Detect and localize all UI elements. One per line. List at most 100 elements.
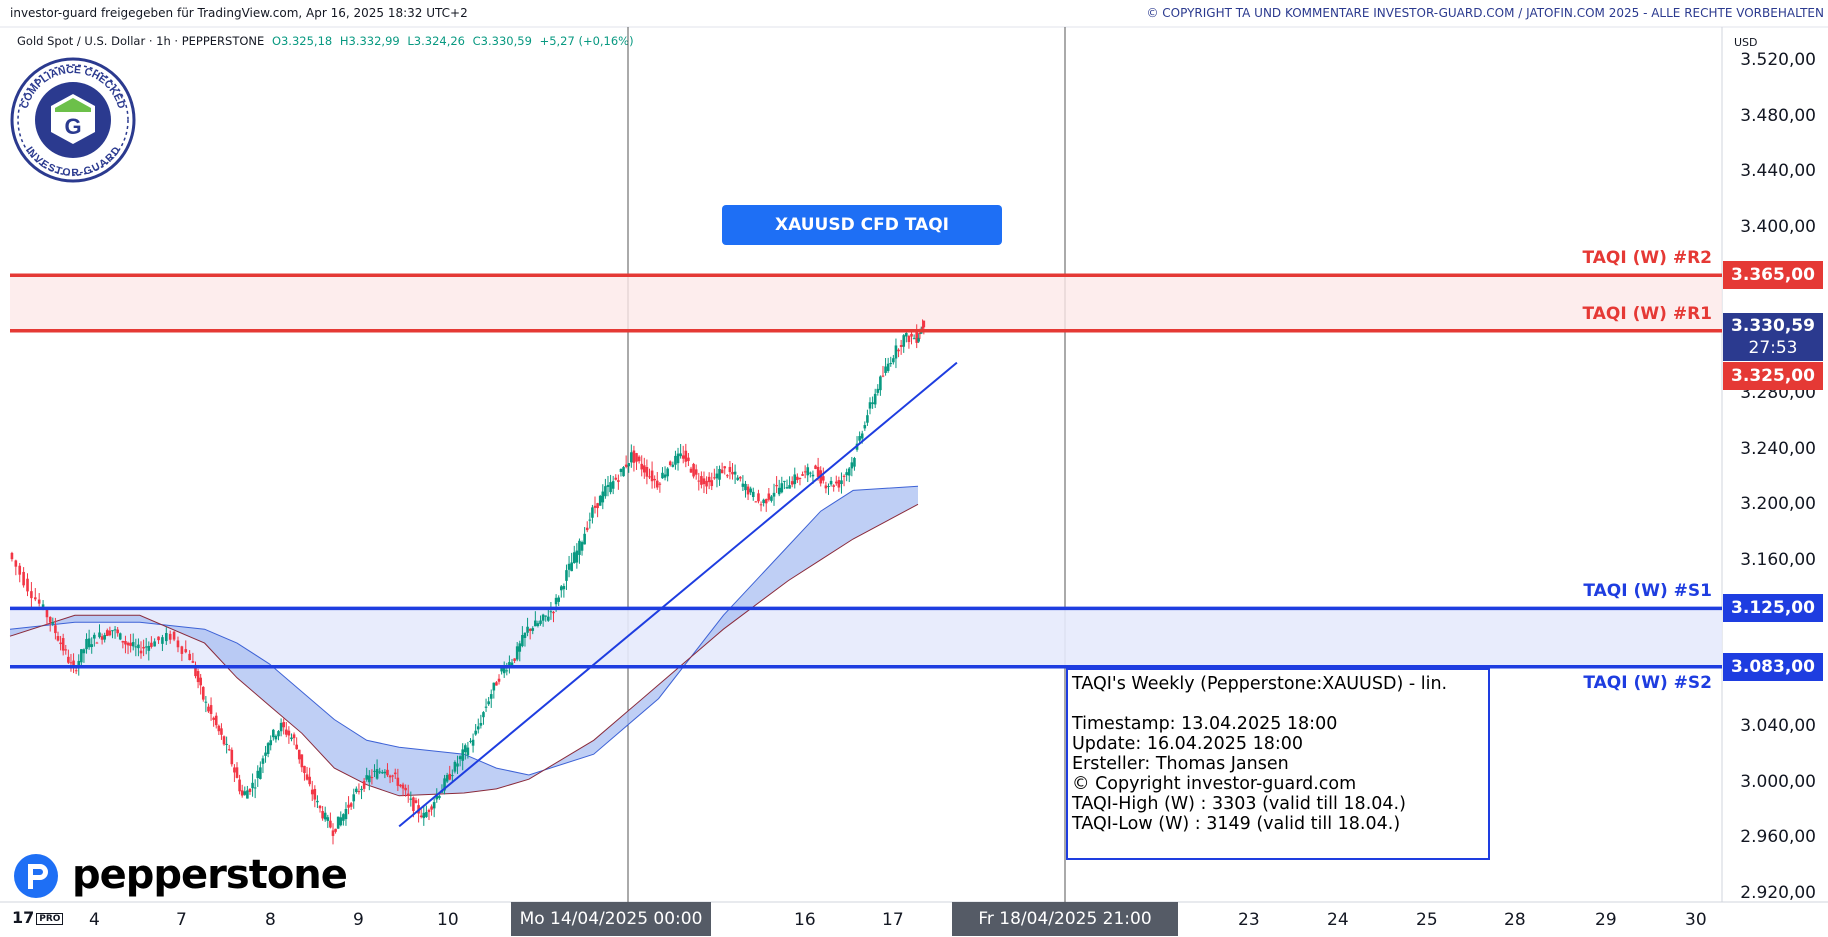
candle-body	[393, 772, 397, 775]
symbol-name: Gold Spot / U.S. Dollar · 1h · PEPPERSTO…	[17, 34, 265, 48]
candle-body	[220, 728, 223, 735]
level-label-s1: TAQI (W) #S1	[1583, 581, 1712, 602]
candle-body	[578, 540, 581, 555]
candle-body	[336, 816, 340, 829]
candle-body	[513, 658, 516, 661]
candle-body	[443, 778, 446, 791]
candle-body	[238, 779, 241, 792]
candle-body	[399, 784, 402, 787]
candle-body	[264, 752, 267, 756]
candle-body	[321, 811, 324, 819]
candle-body	[30, 591, 33, 599]
candle-body	[303, 765, 306, 774]
candle-body	[827, 485, 830, 487]
candle-body	[687, 457, 690, 462]
candle-body	[637, 456, 641, 462]
candle-body	[150, 642, 153, 647]
candle-body	[487, 701, 490, 705]
symbol-line[interactable]: Gold Spot / U.S. Dollar · 1h · PEPPERSTO…	[17, 34, 634, 48]
candle-body	[822, 476, 825, 481]
candle-body	[697, 480, 701, 482]
candle-body	[793, 474, 797, 485]
candle-body	[445, 775, 449, 782]
candle-body	[37, 599, 41, 604]
candle-body	[733, 471, 737, 475]
snapshot-badge: XAUUSD CFD TAQI SNAPSHOT	[722, 205, 1002, 275]
candle-body	[191, 661, 195, 663]
candle-body	[547, 616, 550, 621]
ohlc-close: C3.330,59	[472, 34, 532, 48]
tradingview-logo[interactable]: 17 PRO	[12, 908, 64, 927]
info-copyright: © Copyright investor-guard.com	[1072, 774, 1357, 794]
candle-body	[370, 777, 374, 779]
candle-body	[783, 480, 786, 482]
candle-body	[469, 740, 472, 742]
candle-body	[544, 615, 548, 617]
candle-body	[396, 777, 400, 786]
candle-body	[126, 642, 130, 646]
candle-body	[172, 631, 176, 640]
candle-body	[585, 527, 589, 531]
y-tick-label: 3.440,00	[1740, 161, 1816, 182]
candle-body	[661, 472, 664, 479]
candle-body	[921, 327, 924, 329]
candle-body	[261, 758, 265, 764]
level-label-s2: TAQI (W) #S2	[1583, 672, 1712, 693]
candle-body	[764, 499, 768, 504]
candle-body	[87, 638, 91, 648]
candle-body	[305, 774, 309, 780]
ohlc-open: O3.325,18	[271, 34, 333, 48]
candle-body	[759, 504, 763, 506]
candle-body	[412, 797, 415, 812]
candle-body	[700, 476, 703, 485]
candle-body	[432, 802, 436, 809]
candle-body	[373, 770, 376, 772]
candle-body	[847, 468, 851, 476]
candle-body	[188, 653, 191, 661]
candle-body	[889, 363, 893, 365]
publish-info: investor-guard freigegeben für TradingVi…	[10, 6, 468, 20]
candle-body	[401, 784, 405, 789]
candle-body	[684, 450, 688, 462]
candle-body	[884, 366, 887, 373]
price-box-r2: 3.365,00	[1723, 261, 1823, 290]
price-box-s1: 3.125,00	[1723, 594, 1823, 623]
candle-body	[785, 487, 789, 489]
candle-body	[907, 336, 911, 343]
candle-body	[453, 761, 457, 772]
candle-body	[80, 649, 83, 663]
candle-body	[780, 483, 784, 493]
candle-body	[48, 616, 52, 623]
candle-body	[611, 481, 615, 489]
candle-body	[331, 830, 335, 836]
candle-body	[777, 487, 781, 495]
currency-unit[interactable]: USD	[1734, 36, 1758, 49]
candle-body	[609, 482, 612, 493]
candle-body	[277, 731, 280, 737]
candle-body	[829, 480, 833, 485]
candle-body	[557, 597, 560, 602]
candle-body	[897, 349, 900, 352]
candle-body	[912, 338, 916, 340]
candle-body	[866, 415, 869, 423]
info-author: Ersteller: Thomas Jansen	[1072, 754, 1289, 774]
candle-body	[67, 656, 70, 663]
candle-body	[879, 376, 882, 391]
x-tick-label: 8	[265, 910, 276, 930]
candle-body	[492, 682, 496, 691]
candle-body	[300, 754, 304, 768]
x-tick-label: 17	[882, 910, 904, 930]
candle-body	[243, 791, 247, 795]
candle-body	[201, 686, 205, 700]
y-tick-label: 3.520,00	[1740, 50, 1816, 70]
candle-body	[334, 828, 337, 832]
candle-body	[248, 788, 252, 792]
candle-body	[619, 468, 623, 472]
candle-body	[176, 640, 180, 648]
candle-body	[668, 461, 672, 465]
candle-body	[863, 425, 867, 429]
candle-body	[583, 533, 586, 545]
candle-body	[495, 682, 498, 686]
candle-body	[894, 345, 898, 359]
